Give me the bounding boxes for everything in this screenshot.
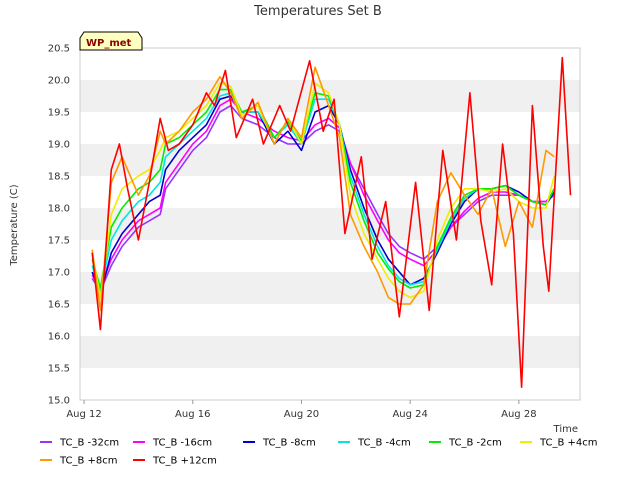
legend-label: TC_B -2cm (448, 438, 502, 449)
legend-label: TC_B -32cm (59, 438, 119, 449)
x-axis-ticks: Aug 12 Aug 16 Aug 20 Aug 24 Aug 28 (66, 400, 537, 420)
y-tick-label: 15.0 (48, 396, 70, 407)
grid-band (80, 208, 580, 240)
y-axis-label: Temperature (C) (9, 184, 20, 266)
legend-label: TC_B +8cm (59, 456, 118, 467)
series-line-tc-b-2cm (91, 88, 555, 289)
y-tick-label: 18.5 (48, 172, 70, 183)
grid-band (80, 240, 580, 272)
y-tick-label: 20.5 (48, 44, 70, 55)
legend-item: TC_B -8cm (243, 438, 316, 449)
y-tick-label: 17.0 (48, 268, 70, 279)
legend-item: TC_B -16cm (133, 438, 212, 449)
grid-band (80, 304, 580, 336)
y-tick-label: 19.5 (48, 108, 70, 119)
x-tick-label: Aug 24 (392, 409, 427, 420)
legend-label: TC_B +4cm (539, 438, 598, 449)
plot-area-border (79, 47, 581, 401)
wp-met-badge: WP_met (79, 31, 143, 51)
badge-label: WP_met (86, 38, 132, 49)
grid-band (80, 48, 580, 80)
grid-band (80, 112, 580, 144)
legend-item: TC_B +4cm (520, 438, 598, 449)
y-tick-label: 17.5 (48, 236, 70, 247)
grid-band (80, 272, 580, 304)
grid-band (80, 336, 580, 368)
chart-title: Temperatures Set B (253, 4, 382, 19)
x-tick-label: Aug 20 (284, 409, 319, 420)
x-axis-label: Time (553, 424, 578, 435)
y-tick-label: 20.0 (48, 76, 70, 87)
legend-item: TC_B +8cm (40, 456, 118, 467)
y-tick-label: 16.0 (48, 332, 70, 343)
x-tick-label: Aug 12 (66, 409, 101, 420)
series-line-tc-b-8cm (91, 66, 555, 312)
legend-item: TC_B -32cm (40, 438, 119, 449)
grid-band (80, 368, 580, 400)
legend-label: TC_B +12cm (152, 456, 217, 467)
legend-label: TC_B -4cm (357, 438, 411, 449)
y-axis-ticks: 15.0 15.5 16.0 16.5 17.0 17.5 18.0 18.5 19.0 19.5… (48, 44, 70, 407)
legend: TC_B -32cm TC_B -16cm TC_B -8cm TC_B -4cm TC… (40, 438, 598, 467)
series-lines (91, 56, 572, 389)
legend-label: TC_B -16cm (152, 438, 212, 449)
y-tick-label: 19.0 (48, 140, 70, 151)
series-line-tc-b-12cm (91, 56, 572, 389)
y-tick-label: 16.5 (48, 300, 70, 311)
x-tick-label: Aug 28 (501, 409, 536, 420)
legend-item: TC_B -4cm (338, 438, 411, 449)
y-tick-label: 15.5 (48, 364, 70, 375)
y-tick-label: 18.0 (48, 204, 70, 215)
legend-label: TC_B -8cm (262, 438, 316, 449)
x-tick-label: Aug 16 (175, 409, 210, 420)
legend-item: TC_B -2cm (429, 438, 502, 449)
legend-item: TC_B +12cm (133, 456, 217, 467)
badge-box (79, 31, 143, 51)
